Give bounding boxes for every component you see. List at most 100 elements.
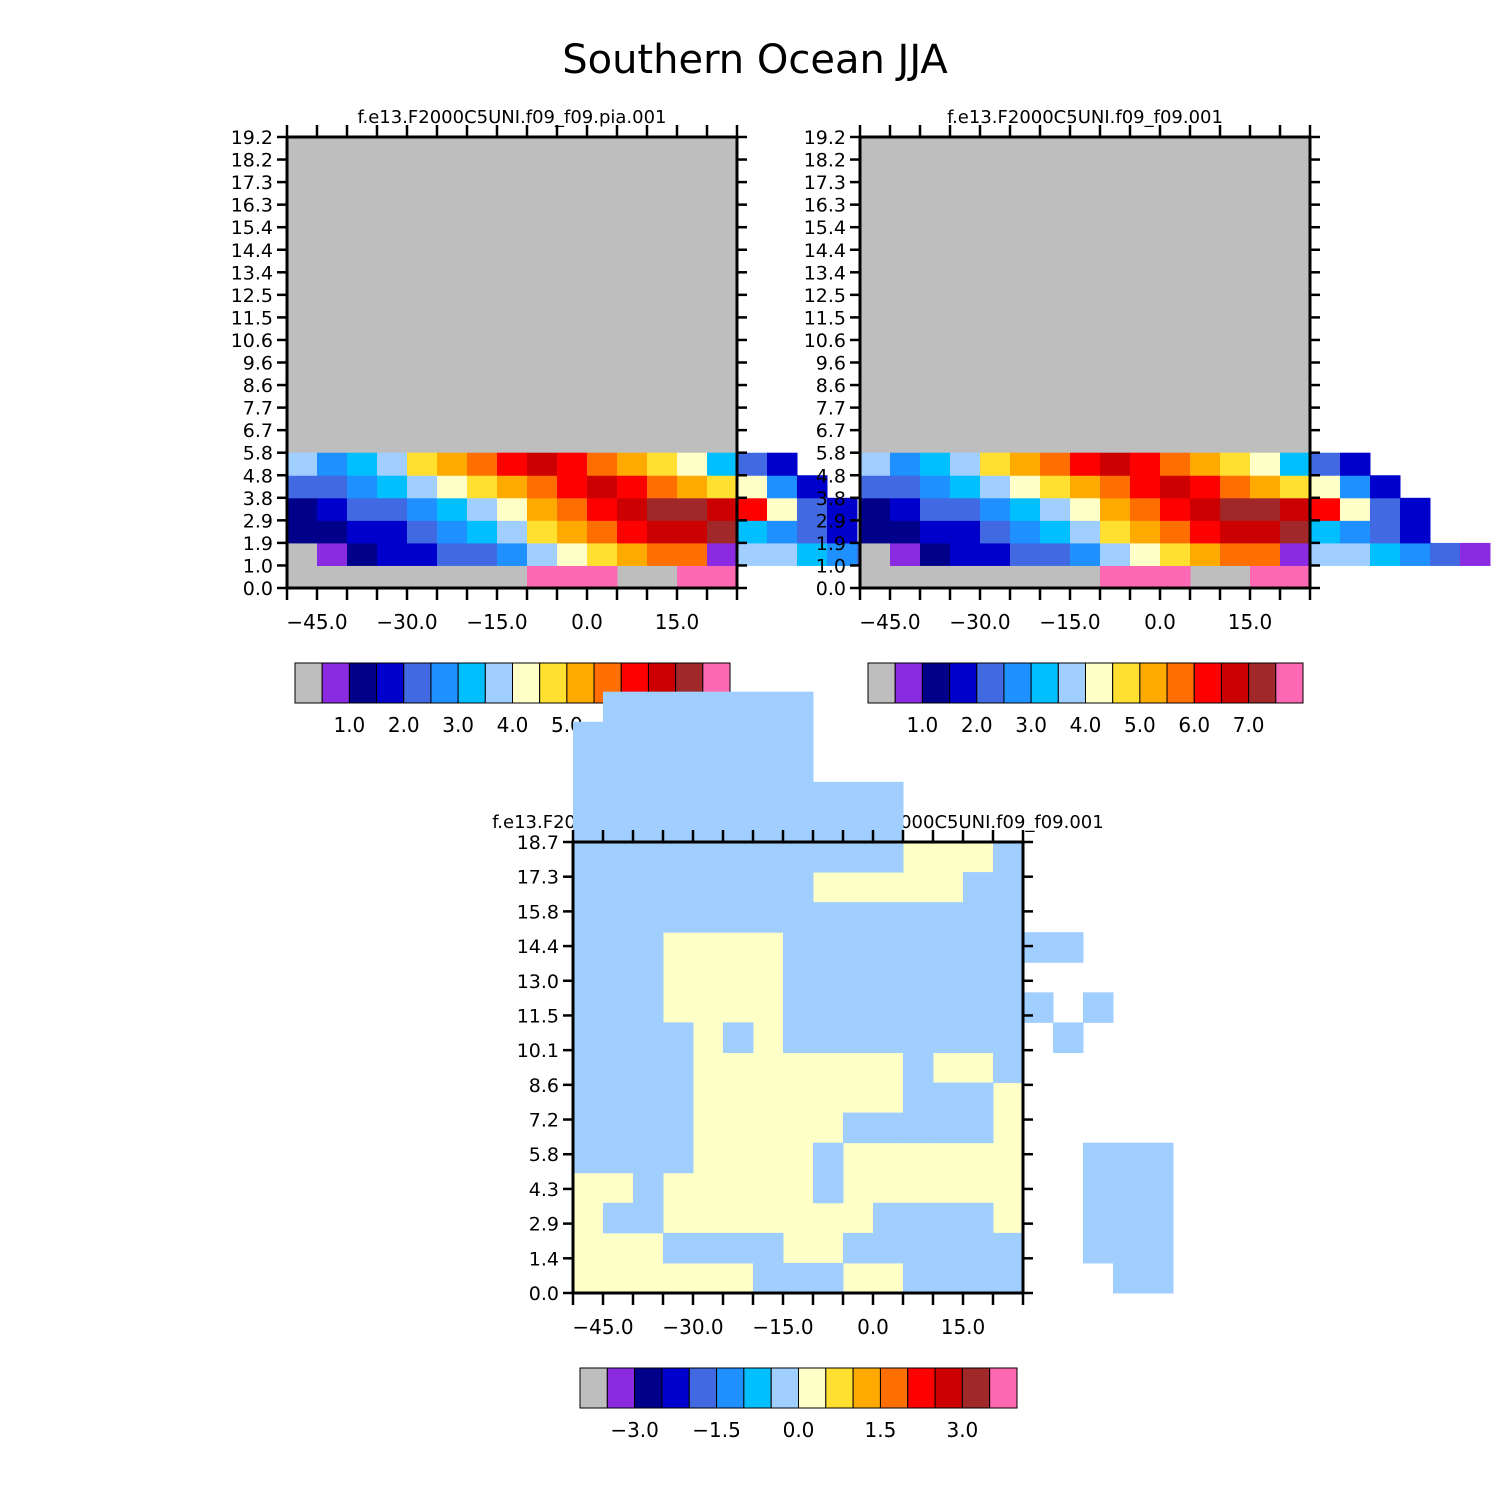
heatmap-cell: [557, 497, 588, 521]
heatmap-cell: [1280, 452, 1311, 476]
heatmap-cell: [407, 475, 438, 499]
heatmap-cell: [903, 1052, 934, 1144]
heatmap-cell: [933, 1082, 994, 1144]
heatmap-cell: [753, 1262, 844, 1294]
heatmap-cell: [767, 452, 798, 476]
heatmap-cell: [1370, 542, 1401, 566]
heatmap-cell: [1053, 1022, 1084, 1053]
heatmap-cell: [963, 1202, 994, 1234]
colorbar-swatch: [512, 662, 541, 704]
heatmap-cell: [377, 542, 408, 566]
heatmap-cell: [1023, 992, 1054, 1023]
heatmap-cell: [1070, 520, 1101, 544]
x-tick-label: 0.0: [1144, 610, 1176, 634]
heatmap-cell: [890, 475, 921, 499]
heatmap-cell: [767, 520, 798, 544]
heatmap-cell: [993, 842, 1024, 873]
y-tick-label: 13.4: [804, 262, 846, 284]
colorbar-swatch: [1003, 662, 1032, 704]
heatmap-cell: [950, 497, 981, 521]
heatmap-cell: [707, 497, 738, 521]
heatmap-cell: [437, 497, 468, 521]
heatmap-cell: [1280, 497, 1311, 521]
heatmap-cell: [813, 1142, 844, 1204]
heatmap-cell: [693, 781, 904, 873]
heatmap-cell: [707, 565, 738, 589]
colorbar-swatch: [294, 662, 323, 704]
heatmap-cell: [737, 520, 768, 544]
heatmap-cell: [1310, 497, 1341, 521]
heatmap-cell: [1280, 565, 1311, 589]
y-tick-label: 0.0: [529, 1283, 559, 1305]
heatmap-cell: [617, 475, 648, 499]
heatmap-cell: [1250, 542, 1281, 566]
y-tick-label: 1.0: [816, 555, 846, 577]
heatmap-cell: [347, 542, 378, 566]
heatmap-cell: [587, 475, 618, 499]
heatmap-cell: [287, 475, 318, 499]
y-tick-label: 3.8: [816, 488, 846, 510]
heatmap-cell: [737, 452, 768, 476]
colorbar-swatch: [1193, 662, 1222, 704]
heatmap-cell: [767, 497, 798, 521]
heatmap-cell: [1010, 497, 1041, 521]
colorbar-swatch: [579, 1367, 608, 1409]
heatmap-cell: [1010, 452, 1041, 476]
heatmap-cell: [707, 452, 738, 476]
heatmap-cell: [617, 452, 648, 476]
colorbar-label: 6.0: [1178, 713, 1210, 737]
colorbar-label: 1.5: [865, 1418, 897, 1442]
heatmap-cell: [647, 497, 678, 521]
heatmap-cell: [407, 452, 438, 476]
y-tick-label: 4.8: [816, 465, 846, 487]
heatmap-cell: [903, 1232, 934, 1264]
y-tick-label: 12.5: [231, 285, 273, 307]
heatmap-cell: [377, 497, 408, 521]
colorbar-label: 2.0: [388, 713, 420, 737]
y-tick-label: 14.4: [804, 240, 846, 262]
heatmap-cell: [1310, 475, 1341, 499]
x-tick-label: 15.0: [655, 610, 700, 634]
heatmap-cell: [890, 497, 921, 521]
y-tick-label: 8.6: [243, 375, 273, 397]
colorbar-swatch: [934, 1367, 963, 1409]
heatmap-cell: [843, 1112, 904, 1144]
heatmap-cell: [587, 565, 618, 589]
heatmap-cell: [1220, 475, 1251, 499]
heatmap-cell: [827, 497, 858, 521]
heatmap-cell: [1280, 520, 1311, 544]
heatmap-cell: [647, 520, 678, 544]
colorbar-swatch: [961, 1367, 991, 1409]
heatmap-cell: [1280, 475, 1311, 499]
colorbar-label: 3.0: [442, 713, 474, 737]
heatmap-cell: [1070, 475, 1101, 499]
colorbar-label: −1.5: [692, 1418, 741, 1442]
colorbar-swatch: [1220, 662, 1250, 704]
heatmap-cell: [1023, 932, 1084, 963]
heatmap-cell: [467, 475, 498, 499]
panel-title: f.e13.F2000C5UNI.f09_f09.pia.001: [357, 107, 666, 128]
heatmap-cell: [860, 520, 891, 544]
heatmap-cell: [1190, 497, 1221, 521]
heatmap-cell: [1160, 475, 1191, 499]
colorbar-swatch: [976, 662, 1005, 704]
heatmap-cell: [1220, 497, 1251, 521]
heatmap-cell: [1130, 565, 1161, 589]
colorbar-swatch: [852, 1367, 881, 1409]
heatmap-cell: [377, 475, 408, 499]
colorbar-swatch: [321, 662, 350, 704]
heatmap-cell: [950, 520, 981, 544]
y-tick-label: 10.6: [804, 330, 846, 352]
y-tick-label: 18.2: [231, 150, 273, 172]
y-tick-label: 14.4: [231, 240, 273, 262]
colorbar-swatch: [989, 1367, 1018, 1409]
heatmap-cell: [920, 520, 951, 544]
x-tick-label: 15.0: [941, 1315, 986, 1339]
colorbar-label: 1.0: [906, 713, 938, 737]
x-tick-label: −15.0: [752, 1315, 813, 1339]
heatmap-cell: [767, 542, 798, 566]
heatmap-cell: [467, 542, 498, 566]
heatmap-cell: [1250, 452, 1281, 476]
heatmap-panel-experiment: f.e13.F2000C5UNI.f09_f09.pia.001 0.0 1.0 1.…: [231, 107, 1188, 737]
heatmap-cell: [1340, 475, 1371, 499]
